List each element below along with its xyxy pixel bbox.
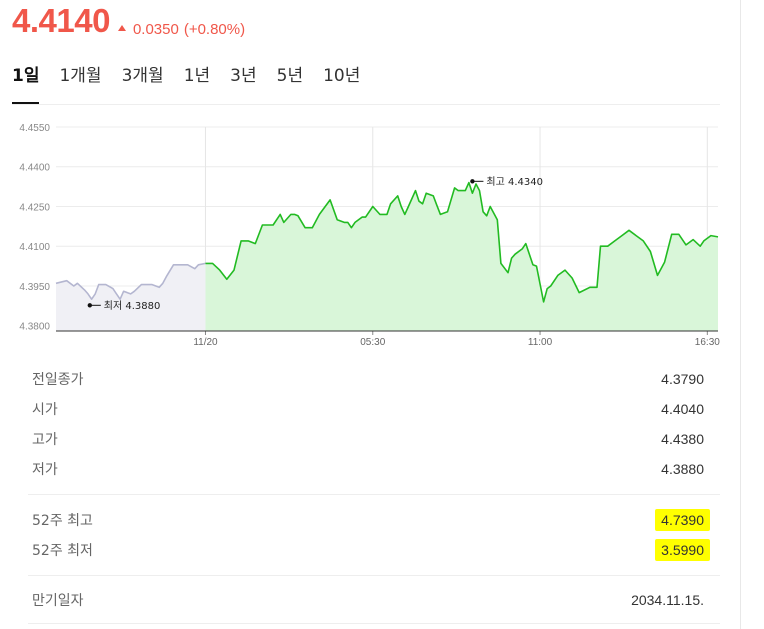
stat-row-prev-close: 전일종가 4.3790: [28, 364, 720, 394]
period-tabs: 1일 1개월 3개월 1년 3년 5년 10년: [12, 60, 380, 104]
tab-3y[interactable]: 3년: [230, 66, 257, 86]
tab-1d[interactable]: 1일: [12, 60, 40, 104]
stat-value: 4.3880: [661, 461, 704, 477]
highlight-mark: 3.5990: [655, 539, 710, 561]
stat-value: 3.5990: [655, 539, 720, 561]
triangle-up-icon: [117, 25, 126, 31]
y-tick-label: 4.4550: [19, 123, 50, 134]
scrollbar-edge: [740, 0, 741, 629]
tab-1m[interactable]: 1개월: [59, 66, 102, 86]
price-change: 0.0350 (+0.80%): [117, 20, 246, 38]
price-chart[interactable]: 4.4550 4.4400 4.4250 4.4100 4.3950 4.3800 11/2…: [0, 112, 740, 348]
stat-row-maturity: 만기일자 2034.11.15.: [28, 585, 720, 615]
current-session-line: [205, 181, 719, 303]
high-annotation-label: 최고 4.4340: [486, 176, 543, 188]
previous-session-line: [55, 262, 206, 300]
stat-value: 4.7390: [655, 509, 720, 531]
stat-label: 52주 최저: [32, 543, 93, 559]
y-tick-label: 4.4250: [19, 202, 50, 213]
stat-row-52w-high: 52주 최고 4.7390: [28, 505, 720, 535]
current-price: 4.4140: [12, 2, 110, 39]
y-tick-label: 4.4400: [19, 163, 50, 174]
stat-label: 만기일자: [32, 593, 84, 609]
change-amount: 0.0350: [132, 20, 179, 38]
high-annotation-marker: [470, 179, 475, 184]
stat-row-52w-low: 52주 최저 3.5990: [28, 535, 720, 565]
x-tick-label: 11/20: [193, 337, 218, 348]
x-tick-label: 05:30: [360, 337, 385, 348]
y-tick-label: 4.4100: [19, 242, 50, 253]
stat-value: 4.4380: [661, 431, 704, 447]
low-annotation-label: 최저 4.3880: [104, 300, 161, 312]
stat-label: 고가: [32, 432, 58, 448]
x-tick-label: 16:30: [695, 337, 720, 348]
current-session-area: [205, 182, 718, 331]
tab-5y[interactable]: 5년: [276, 66, 304, 86]
stat-row-high: 고가 4.4380: [28, 424, 720, 454]
previous-session-area: [56, 263, 206, 331]
stat-label: 전일종가: [32, 372, 84, 388]
section-divider: [28, 575, 720, 576]
price-header: 4.4140 0.0350 (+0.80%): [12, 2, 245, 42]
highlight-mark: 4.7390: [655, 509, 710, 531]
stat-row-low: 저가 4.3880: [28, 454, 720, 484]
change-percent: (+0.80%): [183, 20, 246, 38]
stat-row-open: 시가 4.4040: [28, 394, 720, 424]
y-tick-label: 4.3800: [19, 322, 50, 333]
stat-value: 2034.11.15.: [631, 592, 704, 608]
stat-label: 시가: [32, 402, 58, 418]
stat-label: 52주 최고: [32, 513, 93, 529]
quote-info-panel: 전일종가 4.3790 시가 4.4040 고가 4.4380 저가 4.388…: [28, 346, 720, 624]
stat-label: 저가: [32, 462, 58, 478]
section-divider: [28, 623, 720, 624]
tab-10y[interactable]: 10년: [323, 66, 361, 86]
stat-value: 4.4040: [661, 401, 704, 417]
tabs-divider: [12, 104, 720, 105]
section-divider: [28, 494, 720, 495]
x-tick-label: 11:00: [528, 337, 553, 348]
stat-value: 4.3790: [661, 371, 704, 387]
tab-3m[interactable]: 3개월: [121, 66, 164, 86]
y-tick-label: 4.3950: [19, 282, 50, 293]
tab-1y[interactable]: 1년: [183, 66, 211, 86]
